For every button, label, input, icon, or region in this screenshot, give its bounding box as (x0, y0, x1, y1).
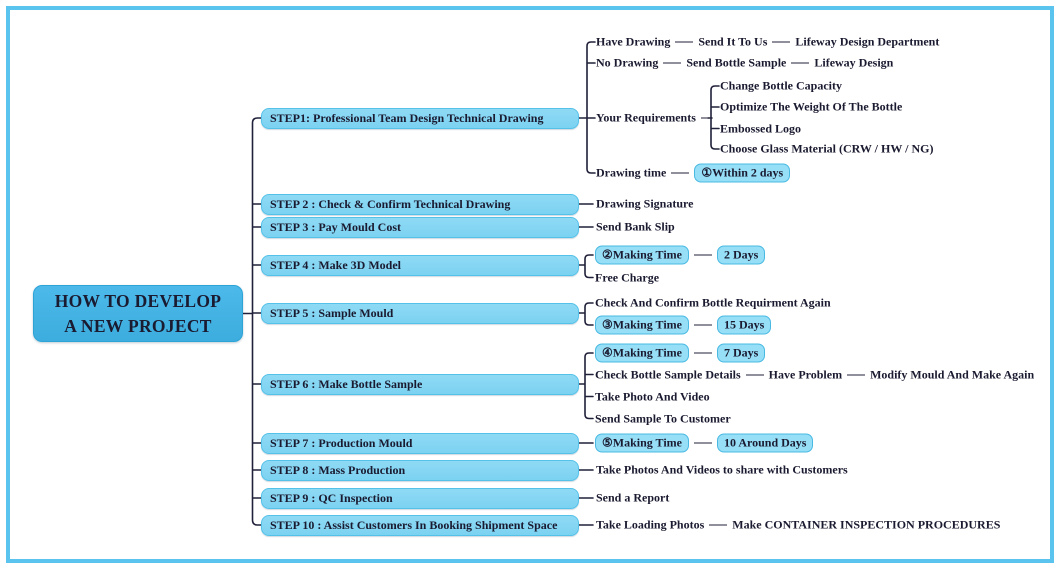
dash-connector (847, 374, 866, 375)
step-node-10: STEP 10 : Assist Customers In Booking Sh… (261, 514, 579, 536)
branch-text: Check And Confirm Bottle Requirment Agai… (595, 295, 831, 310)
branch-text: Your Requirements (596, 110, 696, 125)
step-node-9: STEP 9 : QC Inspection (261, 487, 579, 509)
branch-row: Send a Report (596, 491, 669, 506)
time-badge: ⑤Making Time (595, 433, 689, 453)
dash-connector (791, 62, 810, 64)
branch-text: Drawing time (596, 165, 667, 180)
branch-row: Free Charge (595, 270, 659, 285)
dash-connector (694, 352, 712, 354)
branch-text: Take Photo And Video (595, 389, 710, 403)
branch-row: No Drawing Send Bottle Sample Lifeway Desi… (596, 56, 893, 71)
branch-text: Choose Glass Material (CRW / HW / NG) (720, 141, 934, 156)
branch-row: ⑤Making Time 10 Around Days (595, 433, 814, 453)
branch-text: Take Photos And Videos to share with Cus… (596, 462, 848, 477)
branch-text: Have Drawing (596, 34, 671, 49)
branch-row: Send Bank Slip (596, 220, 675, 235)
time-badge: ③Making Time (595, 315, 689, 335)
branch-row: Optimize The Weight Of The Bottle (720, 100, 902, 115)
dash-connector (745, 374, 764, 375)
branch-text: Send Sample To Customer (595, 411, 731, 425)
dash-connector (772, 41, 791, 43)
step-node-1: STEP1: Professional Team Design Technica… (261, 107, 579, 129)
branch-text: No Drawing (596, 55, 659, 70)
branch-row: Drawing Signature (596, 197, 693, 212)
branch-row: Change Bottle Capacity (720, 79, 842, 94)
root-title-line2: A NEW PROJECT (64, 315, 212, 336)
step-node-5: STEP 5 : Sample Mould (261, 302, 579, 324)
dash-connector (675, 41, 694, 43)
step-node-6: STEP 6 : Make Bottle Sample (261, 373, 579, 395)
root-node: HOW TO DEVELOP A NEW PROJECT (33, 285, 243, 342)
branch-text: Make CONTAINER INSPECTION PROCEDURES (732, 517, 1001, 532)
branch-row: Have Drawing Send It To Us Lifeway Design … (596, 35, 939, 50)
branch-text: Take Loading Photos (596, 517, 705, 532)
dash-connector (671, 172, 690, 174)
branch-row: Drawing time ①Within 2 days (596, 163, 791, 183)
branch-text: Embossed Logo (720, 121, 802, 135)
dash-connector (694, 324, 712, 326)
step-node-7: STEP 7 : Production Mould (261, 432, 579, 454)
branch-text: Free Charge (595, 270, 660, 284)
branch-row: ④Making Time 7 Days (595, 343, 766, 363)
branch-row: Take Loading Photos Make CONTAINER INSPEC… (596, 518, 1000, 533)
time-badge: 2 Days (717, 245, 766, 265)
dash-connector (700, 117, 709, 119)
root-title-line1: HOW TO DEVELOP (54, 291, 222, 311)
step-node-8: STEP 8 : Mass Production (261, 459, 579, 481)
branch-text: Change Bottle Capacity (720, 78, 842, 93)
branch-text: Send It To Us (698, 34, 768, 49)
dash-connector (694, 442, 712, 444)
branch-text: Drawing Signature (596, 196, 694, 211)
tree-branch-lines (242, 41, 720, 526)
branch-text: Check Bottle Sample Details (595, 367, 741, 381)
time-badge: ④Making Time (595, 343, 689, 363)
branch-row: Check And Confirm Bottle Requirment Agai… (595, 296, 831, 311)
time-badge: 7 Days (717, 343, 766, 363)
time-badge: ②Making Time (595, 245, 689, 265)
branch-row: ③Making Time 15 Days (595, 315, 772, 335)
branch-text: Optimize The Weight Of The Bottle (720, 99, 903, 114)
branch-row: Your Requirements (596, 111, 711, 126)
dash-connector (663, 62, 682, 64)
step-node-4: STEP 4 : Make 3D Model (261, 254, 579, 276)
branch-row: Take Photos And Videos to share with Cus… (596, 463, 848, 478)
branch-text: Lifeway Design (814, 55, 894, 70)
branch-text: Send Bank Slip (596, 219, 675, 234)
step-node-2: STEP 2 : Check & Confirm Technical Drawi… (261, 193, 579, 215)
branch-text: Send a Report (596, 490, 670, 505)
branch-row: ②Making Time 2 Days (595, 245, 766, 265)
branch-text: Modify Mould And Make Again (870, 367, 1035, 381)
branch-row: Take Photo And Video (595, 389, 710, 404)
branch-row: Embossed Logo (720, 121, 801, 136)
branch-text: Have Problem (768, 367, 843, 381)
branch-text: Send Bottle Sample (686, 55, 787, 70)
branch-text: Lifeway Design Department (795, 34, 940, 49)
time-badge: ①Within 2 days (694, 163, 791, 183)
dash-connector (709, 524, 728, 526)
branch-row: Send Sample To Customer (595, 411, 731, 426)
step-node-3: STEP 3 : Pay Mould Cost (261, 216, 579, 238)
time-badge: 10 Around Days (717, 433, 814, 453)
branch-row: Choose Glass Material (CRW / HW / NG) (720, 142, 933, 157)
branch-row: Check Bottle Sample Details Have Problem M… (595, 367, 1034, 382)
dash-connector (694, 254, 712, 256)
time-badge: 15 Days (717, 315, 772, 335)
